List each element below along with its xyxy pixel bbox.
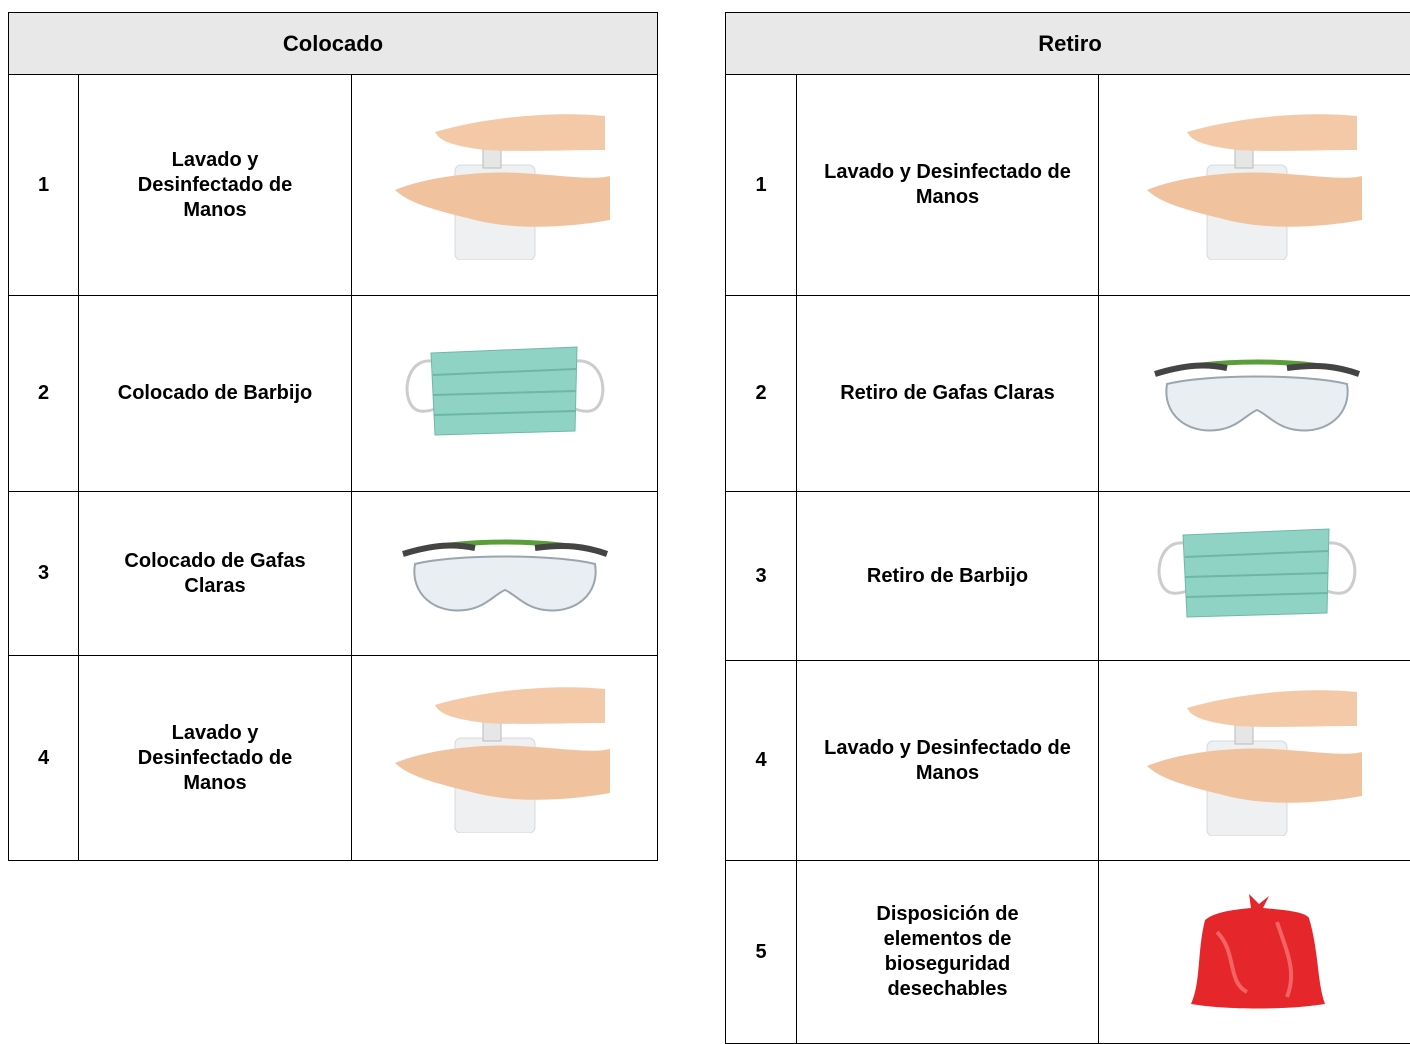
step-image xyxy=(1187,892,1327,1012)
step-number: 2 xyxy=(37,382,50,404)
step-image xyxy=(1147,521,1367,631)
step-text-cell: Retiro de Barbijo xyxy=(796,491,1099,661)
step-text: Colocado de Barbijo xyxy=(117,382,313,404)
step-text-cell: Lavado y Desinfectado de Manos xyxy=(78,74,352,296)
step-image-cell xyxy=(1098,860,1410,1044)
step-image xyxy=(394,110,615,260)
step-number: 1 xyxy=(37,173,50,196)
step-number: 5 xyxy=(755,940,767,963)
step-image-cell xyxy=(1098,491,1410,661)
step-text-cell: Disposición de elementos de bioseguridad… xyxy=(796,860,1099,1044)
table-title: Colocado xyxy=(282,30,384,56)
step-image xyxy=(1146,110,1367,260)
step-text: Colocado de Gafas Claras xyxy=(124,549,306,597)
step-number-cell: 5 xyxy=(725,860,797,1044)
step-text: Retiro de Gafas Claras xyxy=(840,382,1055,404)
step-text-cell: Colocado de Barbijo xyxy=(78,295,352,492)
step-text: Lavado y Desinfectado de Manos xyxy=(824,161,1071,208)
step-number-cell: 1 xyxy=(725,74,797,296)
step-text: Lavado y Desinfectado de Manos xyxy=(137,148,293,221)
step-image xyxy=(395,339,615,449)
step-image-cell xyxy=(1098,295,1410,492)
step-image-cell xyxy=(351,74,658,296)
table-header: Colocado xyxy=(8,12,658,75)
step-number-cell: 4 xyxy=(8,655,79,861)
step-number-cell: 2 xyxy=(725,295,797,492)
step-number-cell: 1 xyxy=(8,74,79,296)
step-text-cell: Lavado y Desinfectado de Manos xyxy=(796,660,1099,861)
step-number: 3 xyxy=(755,564,767,587)
step-image-cell xyxy=(351,295,658,492)
table-title: Retiro xyxy=(1038,30,1102,56)
step-text: Disposición de elementos de bioseguridad… xyxy=(876,903,1019,1000)
step-number: 2 xyxy=(755,382,767,404)
step-number-cell: 2 xyxy=(8,295,79,492)
step-image-cell xyxy=(1098,660,1410,861)
step-number: 3 xyxy=(37,562,50,584)
step-image-cell xyxy=(1098,74,1410,296)
step-text: Lavado y Desinfectado de Manos xyxy=(137,721,293,794)
step-number-cell: 3 xyxy=(8,491,79,656)
step-text: Retiro de Barbijo xyxy=(866,564,1029,587)
step-text-cell: Lavado y Desinfectado de Manos xyxy=(78,655,352,861)
step-number: 4 xyxy=(755,749,767,771)
step-number: 4 xyxy=(37,746,50,769)
step-image-cell xyxy=(351,491,658,656)
step-image xyxy=(1146,686,1367,836)
step-text: Lavado y Desinfectado de Manos xyxy=(824,736,1071,784)
step-number: 1 xyxy=(755,173,767,196)
step-image-cell xyxy=(351,655,658,861)
step-number-cell: 3 xyxy=(725,491,797,661)
table-header: Retiro xyxy=(725,12,1410,75)
step-text-cell: Lavado y Desinfectado de Manos xyxy=(796,74,1099,296)
step-image xyxy=(1147,344,1367,444)
step-text-cell: Colocado de Gafas Claras xyxy=(78,491,352,656)
step-image xyxy=(395,524,615,624)
step-number-cell: 4 xyxy=(725,660,797,861)
step-image xyxy=(394,683,615,833)
step-text-cell: Retiro de Gafas Claras xyxy=(796,295,1099,492)
